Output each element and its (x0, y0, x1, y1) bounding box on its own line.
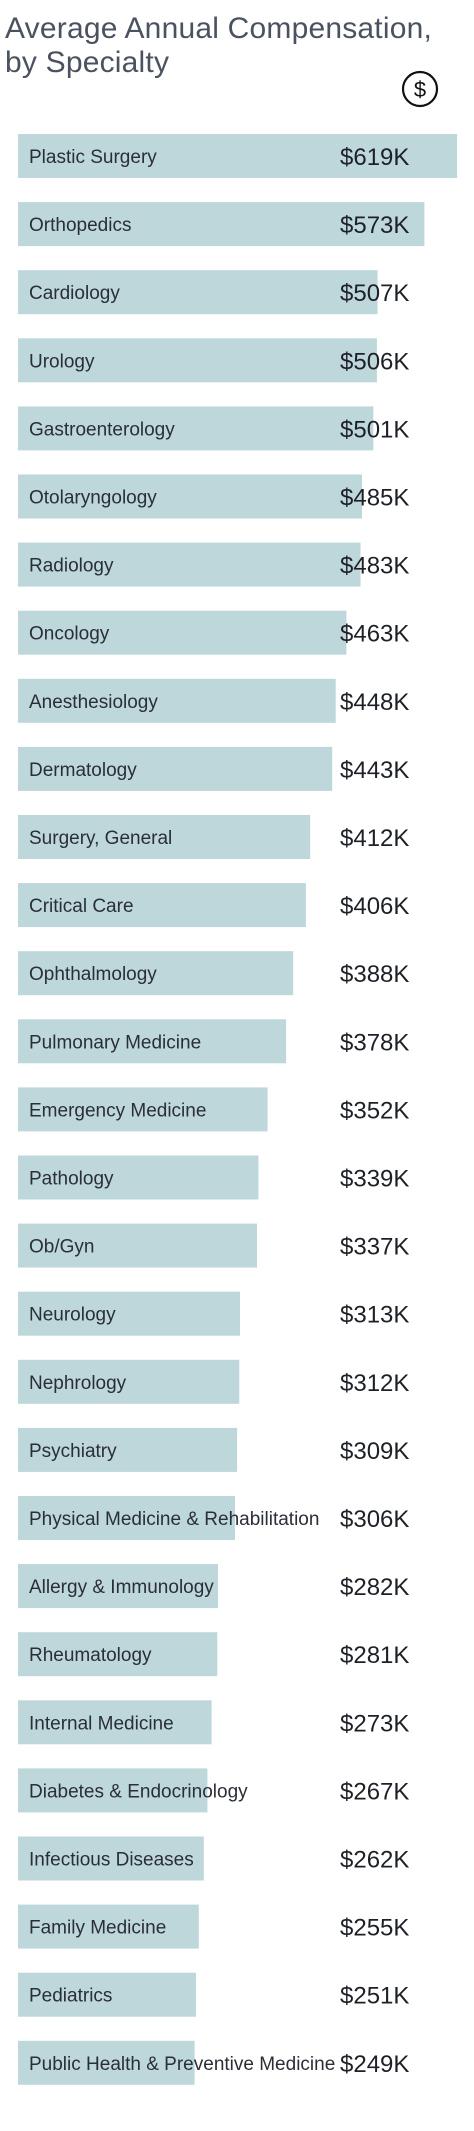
category-label: Orthopedics (29, 215, 131, 236)
value-label: $412K (340, 825, 409, 852)
category-label: Rheumatology (29, 1645, 152, 1666)
bar (18, 134, 457, 178)
category-label: Otolaryngology (29, 488, 157, 509)
category-label: Physical Medicine & Rehabilitation (29, 1509, 319, 1530)
category-label: Cardiology (29, 283, 120, 304)
bar (18, 1223, 257, 1268)
bar (18, 1496, 235, 1540)
bar (18, 610, 347, 655)
chart-title: Average Annual Compensation, by Specialt… (5, 12, 433, 79)
category-label: Neurology (29, 1305, 116, 1326)
bar (18, 815, 311, 859)
bar (18, 542, 361, 587)
bar (18, 1632, 218, 1677)
value-label: $378K (340, 1029, 409, 1056)
bar (18, 1564, 218, 1609)
dollar-glyph: $ (414, 77, 426, 102)
value-label: $306K (340, 1506, 409, 1533)
value-label: $406K (340, 893, 409, 920)
value-label: $352K (340, 1097, 409, 1124)
bar (18, 202, 425, 247)
category-label: Gastroenterology (29, 419, 175, 440)
category-label: Pulmonary Medicine (29, 1032, 201, 1053)
value-label: $507K (340, 280, 409, 307)
value-label: $339K (340, 1166, 409, 1193)
bar (18, 338, 377, 383)
bar (18, 1427, 238, 1472)
value-label: $463K (340, 621, 409, 648)
value-label: $337K (340, 1234, 409, 1261)
value-label: $448K (340, 689, 409, 716)
value-label: $501K (340, 416, 409, 443)
bar (18, 1836, 204, 1881)
category-label: Surgery, General (29, 828, 172, 849)
value-label: $251K (340, 1983, 409, 2010)
value-label: $388K (340, 961, 409, 988)
category-label: Urology (29, 351, 95, 372)
category-label: Plastic Surgery (29, 147, 157, 168)
category-label: Oncology (29, 624, 110, 645)
value-label: $573K (340, 212, 409, 239)
category-label: Pediatrics (29, 1986, 112, 2007)
bar (18, 406, 374, 451)
category-label: Infectious Diseases (29, 1850, 194, 1871)
value-label: $485K (340, 485, 409, 512)
category-label: Pathology (29, 1169, 114, 1190)
category-label: Internal Medicine (29, 1713, 174, 1734)
category-label: Nephrology (29, 1373, 127, 1394)
bar (18, 2040, 195, 2085)
value-label: $267K (340, 1778, 409, 1805)
value-label: $249K (340, 2051, 409, 2078)
bar (18, 1291, 240, 1336)
value-label: $313K (340, 1302, 409, 1329)
bar (18, 270, 378, 315)
bar (18, 1904, 199, 1949)
value-label: $262K (340, 1847, 409, 1874)
category-label: Emergency Medicine (29, 1100, 206, 1121)
bar (18, 678, 336, 723)
category-label: Allergy & Immunology (29, 1577, 214, 1598)
bar (18, 1155, 259, 1200)
category-label: Critical Care (29, 896, 134, 917)
value-label: $255K (340, 1915, 409, 1942)
value-label: $282K (340, 1574, 409, 1601)
bar (18, 883, 306, 928)
bar (18, 1972, 196, 2017)
value-label: $281K (340, 1642, 409, 1669)
value-label: $273K (340, 1710, 409, 1737)
value-label: $309K (340, 1438, 409, 1465)
value-label: $312K (340, 1370, 409, 1397)
bar (18, 474, 362, 519)
category-label: Dermatology (29, 760, 137, 781)
value-label: $483K (340, 553, 409, 580)
category-label: Anesthesiology (29, 692, 158, 713)
bar (18, 1359, 240, 1404)
category-label: Family Medicine (29, 1918, 166, 1939)
value-label: $443K (340, 757, 409, 784)
bar (18, 1700, 212, 1745)
value-label: $619K (340, 144, 409, 171)
bar (18, 746, 333, 791)
category-label: Public Health & Preventive Medicine (29, 2054, 335, 2075)
bar (18, 1019, 287, 1064)
category-label: Diabetes & Endocrinology (29, 1781, 248, 1802)
category-label: Ob/Gyn (29, 1237, 94, 1258)
value-label: $506K (340, 348, 409, 375)
category-label: Ophthalmology (29, 964, 157, 985)
category-label: Radiology (29, 556, 114, 577)
bar (18, 951, 294, 996)
bar (18, 1768, 208, 1813)
dollar-circle-icon: $ (401, 70, 439, 108)
bar (18, 1087, 268, 1132)
category-label: Psychiatry (29, 1441, 117, 1462)
